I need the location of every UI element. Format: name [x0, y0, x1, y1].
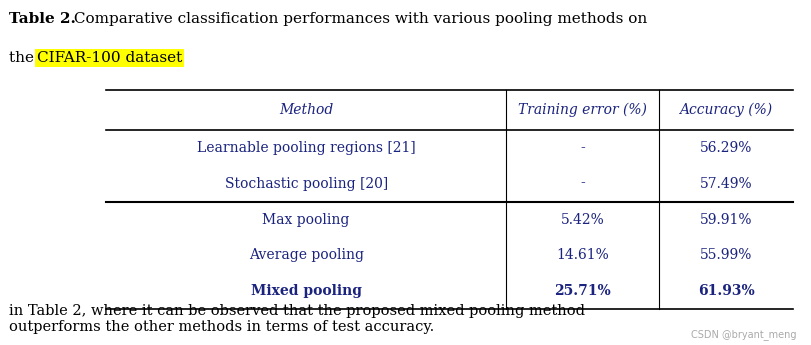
- Text: Average pooling: Average pooling: [248, 248, 363, 263]
- Text: -: -: [580, 177, 585, 191]
- Text: 14.61%: 14.61%: [556, 248, 608, 263]
- Text: Comparative classification performances with various pooling methods on: Comparative classification performances …: [69, 12, 646, 26]
- Text: Learnable pooling regions [21]: Learnable pooling regions [21]: [196, 141, 415, 155]
- Text: 61.93%: 61.93%: [697, 284, 753, 298]
- Text: 55.99%: 55.99%: [699, 248, 751, 263]
- Text: Method: Method: [279, 103, 333, 117]
- Text: Training error (%): Training error (%): [517, 103, 646, 117]
- Text: Table 2.: Table 2.: [10, 12, 76, 26]
- Text: 59.91%: 59.91%: [699, 213, 751, 227]
- Text: 56.29%: 56.29%: [699, 141, 751, 155]
- Text: the: the: [10, 51, 39, 65]
- Text: Stochastic pooling [20]: Stochastic pooling [20]: [225, 177, 388, 191]
- Text: CIFAR-100 dataset: CIFAR-100 dataset: [36, 51, 182, 65]
- Text: 5.42%: 5.42%: [560, 213, 604, 227]
- Text: CSDN @bryant_meng: CSDN @bryant_meng: [690, 329, 796, 340]
- Text: 25.71%: 25.71%: [554, 284, 611, 298]
- Text: Max pooling: Max pooling: [262, 213, 350, 227]
- Text: 57.49%: 57.49%: [699, 177, 752, 191]
- Text: in Table 2, where it can be observed that the proposed mixed pooling method
outp: in Table 2, where it can be observed tha…: [10, 304, 585, 334]
- Text: -: -: [580, 141, 585, 155]
- Text: Accuracy (%): Accuracy (%): [679, 103, 771, 117]
- Text: Mixed pooling: Mixed pooling: [251, 284, 361, 298]
